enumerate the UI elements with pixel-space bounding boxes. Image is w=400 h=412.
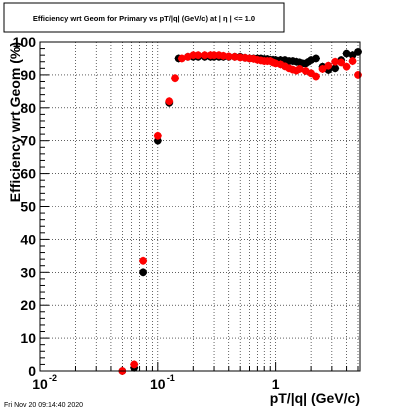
data-markers [118, 47, 362, 375]
data-marker [200, 51, 209, 59]
chart-title: Efficiency wrt Geom for Primary vs pT/|q… [33, 14, 255, 23]
data-marker [139, 256, 147, 265]
title-box [3, 2, 285, 33]
data-point [295, 64, 304, 73]
plot-frame [39, 41, 361, 372]
data-point [348, 57, 357, 66]
x-tick-label: 1 [272, 376, 280, 392]
data-marker [354, 71, 362, 79]
y-axis-title: Efficiency wrt Geom (%) [7, 42, 23, 202]
data-marker [342, 62, 351, 71]
data-marker [354, 48, 362, 56]
data-point [311, 72, 320, 81]
y-tick-label: 50 [20, 199, 36, 215]
grid-lines [39, 42, 360, 371]
data-marker [318, 65, 327, 73]
y-tick-label: 60 [20, 166, 36, 182]
data-marker [312, 54, 320, 63]
data-marker [295, 65, 304, 73]
data-marker [154, 131, 162, 140]
data-point [130, 360, 139, 369]
data-marker [224, 52, 233, 61]
data-marker [324, 61, 333, 70]
y-tick-label: 90 [20, 67, 36, 83]
x-tick-exponent: -2 [49, 373, 57, 383]
data-marker [178, 54, 186, 63]
data-marker [130, 360, 138, 369]
data-marker [342, 49, 351, 58]
data-point [139, 268, 148, 277]
x-tick-label: 10 [32, 376, 48, 392]
data-point [324, 61, 333, 70]
data-marker [171, 74, 179, 82]
x-tick-label: 10 [150, 376, 166, 392]
data-point [342, 62, 351, 71]
y-tick-label: 80 [20, 100, 36, 116]
data-marker [139, 268, 147, 277]
data-marker [194, 51, 202, 59]
axis-ticks [39, 41, 359, 372]
x-tick-labels: 10 -2 10 -1 1 [32, 373, 280, 392]
data-marker [331, 57, 339, 66]
y-tick-labels: 0 10 20 30 40 50 60 70 80 90 100 [13, 34, 37, 379]
y-tick-label: 70 [20, 133, 36, 149]
y-tick-label: 40 [20, 231, 36, 247]
data-point [224, 52, 233, 61]
data-marker [348, 57, 357, 65]
x-tick-exponent: -1 [167, 373, 175, 383]
y-tick-label: 20 [20, 297, 36, 313]
data-marker [165, 97, 174, 106]
data-point [171, 74, 180, 83]
data-point [318, 64, 327, 73]
y-tick-label: 100 [13, 34, 37, 50]
x-axis-title: pT/|q| (GeV/c) [270, 390, 360, 406]
data-point [165, 97, 174, 106]
y-tick-label: 10 [20, 330, 36, 346]
data-point [153, 131, 162, 140]
data-point [311, 54, 320, 63]
y-tick-label: 0 [28, 363, 36, 379]
data-point [337, 58, 346, 67]
data-marker [337, 58, 345, 67]
y-tick-label: 30 [20, 264, 36, 280]
data-marker [331, 64, 339, 73]
data-point [139, 256, 148, 265]
data-marker [312, 72, 320, 81]
timestamp-footer: Fri Nov 20 09:14:40 2020 [4, 402, 83, 409]
